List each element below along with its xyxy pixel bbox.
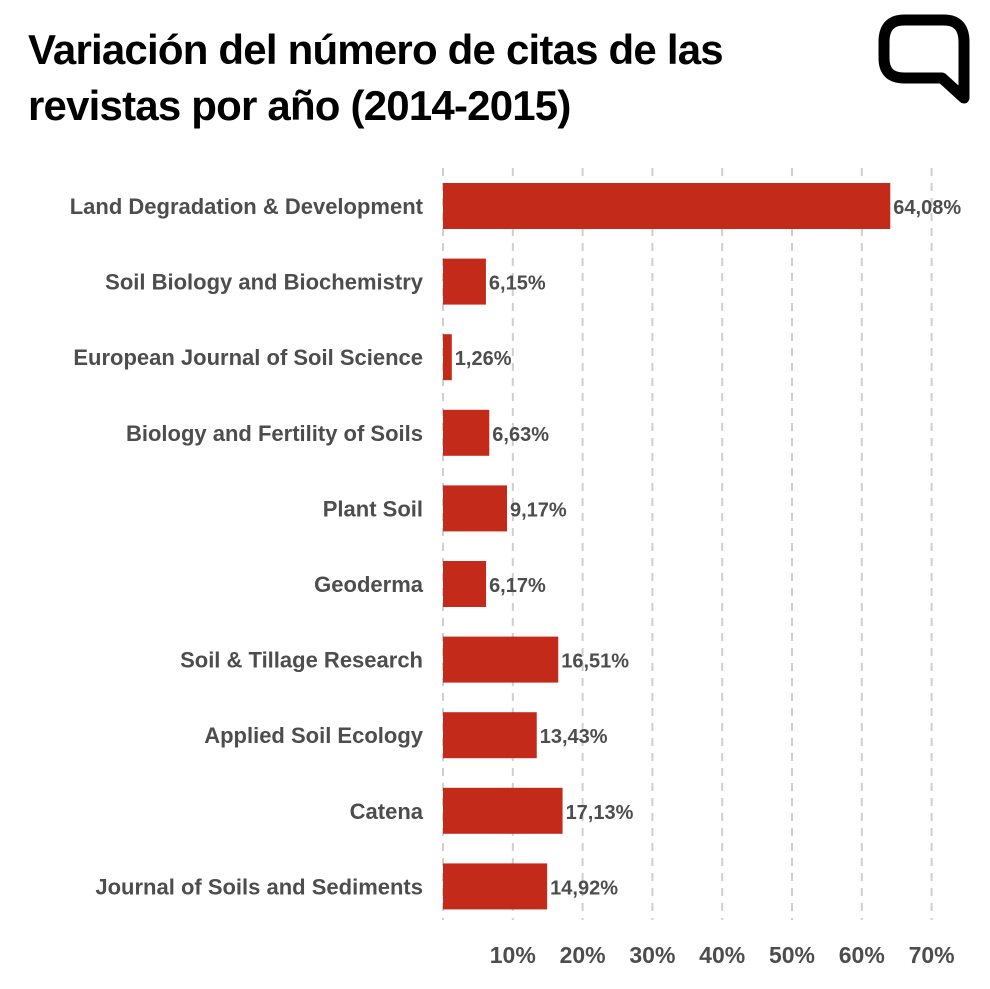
category-label: Journal of Soils and Sediments xyxy=(95,874,423,899)
bar xyxy=(443,636,559,683)
x-tick-label: 70% xyxy=(909,942,955,968)
bar xyxy=(443,561,487,607)
value-label: 9,17% xyxy=(510,499,567,521)
category-label: Catena xyxy=(350,799,424,824)
value-label: 6,15% xyxy=(489,273,546,295)
bar xyxy=(443,712,537,759)
bar xyxy=(443,258,486,305)
x-tick-label: 30% xyxy=(629,942,675,968)
x-tick-label: 50% xyxy=(769,942,815,968)
x-tick-label: 40% xyxy=(699,942,745,968)
category-label: Biology and Fertility of Soils xyxy=(126,421,423,446)
x-tick-label: 10% xyxy=(490,942,536,968)
category-label: Applied Soil Ecology xyxy=(204,723,424,748)
category-label: European Journal of Soil Science xyxy=(73,345,423,370)
value-label: 16,51% xyxy=(561,651,629,673)
chart-title: Variación del número de citas de las rev… xyxy=(28,26,724,129)
value-label: 17,13% xyxy=(566,802,634,824)
category-label: Land Degradation & Development xyxy=(70,194,424,219)
bar xyxy=(443,485,508,532)
value-label: 14,92% xyxy=(550,877,618,899)
x-tick-label: 20% xyxy=(560,942,606,968)
value-label: 1,26% xyxy=(455,348,512,370)
value-label: 6,17% xyxy=(489,575,546,597)
category-label: Soil Biology and Biochemistry xyxy=(105,270,424,295)
value-label: 13,43% xyxy=(540,726,608,748)
category-label: Soil & Tillage Research xyxy=(180,648,423,673)
bar xyxy=(443,334,452,381)
bar xyxy=(443,409,490,456)
bar xyxy=(443,183,891,229)
value-label: 6,63% xyxy=(492,424,549,446)
bar xyxy=(443,787,563,834)
speech-bubble-logo-icon xyxy=(878,14,970,104)
category-label: Plant Soil xyxy=(323,496,423,521)
bar xyxy=(443,863,548,910)
x-tick-label: 60% xyxy=(839,942,885,968)
category-label: Geoderma xyxy=(314,572,424,597)
value-label: 64,08% xyxy=(893,197,961,219)
